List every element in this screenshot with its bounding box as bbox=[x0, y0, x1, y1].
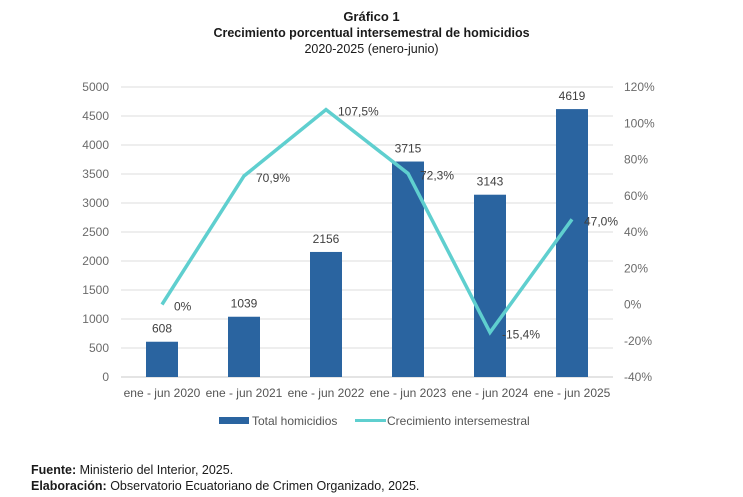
right-tick-label: 40% bbox=[624, 225, 648, 239]
bar-data-label: 3143 bbox=[477, 175, 504, 189]
left-tick-label: 2500 bbox=[82, 225, 109, 239]
left-axis-ticks: 0 500 1000 1500 2000 2500 3000 3500 4000 4500 5000 bbox=[82, 80, 109, 384]
legend-label-total-homicidios: Total homicidios bbox=[252, 414, 337, 428]
x-category-label: ene - jun 2025 bbox=[534, 386, 611, 400]
x-category-label: ene - jun 2024 bbox=[452, 386, 529, 400]
bar bbox=[146, 341, 178, 377]
bar-series-total-homicidios bbox=[146, 109, 588, 378]
bar bbox=[556, 109, 588, 378]
bar bbox=[310, 251, 342, 377]
line-data-label: 47,0% bbox=[584, 214, 618, 228]
credit-line: Elaboración: Observatorio Ecuatoriano de… bbox=[31, 478, 419, 494]
left-tick-label: 5000 bbox=[82, 80, 109, 94]
bar-data-labels: 608 1039 2156 3715 3143 4619 bbox=[152, 89, 586, 336]
left-tick-label: 1500 bbox=[82, 283, 109, 297]
right-tick-label: 100% bbox=[624, 116, 655, 130]
bar-data-label: 3715 bbox=[395, 142, 422, 156]
line-data-label: -15,4% bbox=[502, 327, 540, 341]
x-category-label: ene - jun 2021 bbox=[206, 386, 283, 400]
legend-bar-swatch bbox=[219, 417, 249, 424]
bar-data-label: 1039 bbox=[231, 297, 258, 311]
left-tick-label: 0 bbox=[102, 370, 109, 384]
line-series-crecimiento bbox=[160, 107, 574, 336]
right-tick-label: -40% bbox=[624, 370, 652, 384]
line-data-label: 0% bbox=[174, 300, 192, 314]
legend: Total homicidios Crecimiento intersemestr… bbox=[219, 414, 530, 428]
gridlines bbox=[121, 86, 613, 378]
x-category-label: ene - jun 2023 bbox=[370, 386, 447, 400]
bar bbox=[228, 316, 260, 377]
right-axis-ticks: -40% -20% 0% 20% 40% 60% 80% 100% 120% bbox=[624, 80, 655, 384]
left-tick-label: 3000 bbox=[82, 196, 109, 210]
right-tick-label: 120% bbox=[624, 80, 655, 94]
bar-data-label: 4619 bbox=[559, 89, 586, 103]
left-tick-label: 2000 bbox=[82, 254, 109, 268]
right-tick-label: 20% bbox=[624, 261, 648, 275]
line-data-label: 72,3% bbox=[420, 168, 454, 182]
left-tick-label: 4000 bbox=[82, 138, 109, 152]
left-tick-label: 500 bbox=[89, 341, 109, 355]
right-tick-label: 0% bbox=[624, 298, 642, 312]
bar-data-label: 608 bbox=[152, 322, 172, 336]
bar bbox=[474, 194, 506, 377]
bar-data-label: 2156 bbox=[313, 232, 340, 246]
chart-title: Crecimiento porcentual intersemestral de… bbox=[213, 26, 530, 40]
chart-subtitle: 2020-2025 (enero-junio) bbox=[304, 42, 439, 56]
source-label: Fuente: bbox=[31, 463, 77, 477]
line-data-labels: 0% 70,9% 107,5% 72,3% -15,4% 47,0% bbox=[174, 105, 618, 342]
line-data-label: 70,9% bbox=[256, 171, 290, 185]
line-data-label: 107,5% bbox=[338, 105, 379, 119]
credit-text: Observatorio Ecuatoriano de Crimen Organ… bbox=[106, 479, 420, 493]
source-text: Ministerio del Interior, 2025. bbox=[76, 463, 234, 477]
left-tick-label: 1000 bbox=[82, 312, 109, 326]
right-tick-label: 60% bbox=[624, 189, 648, 203]
right-tick-label: -20% bbox=[624, 334, 652, 348]
right-tick-label: 80% bbox=[624, 153, 648, 167]
growth-line bbox=[160, 107, 574, 336]
x-axis-category-labels: ene - jun 2020 ene - jun 2021 ene - jun 20… bbox=[124, 386, 611, 400]
x-category-label: ene - jun 2022 bbox=[288, 386, 365, 400]
x-category-label: ene - jun 2020 bbox=[124, 386, 201, 400]
left-tick-label: 4500 bbox=[82, 109, 109, 123]
left-tick-label: 3500 bbox=[82, 167, 109, 181]
figure-number: Gráfico 1 bbox=[343, 9, 400, 24]
chart-header: Gráfico 1 Crecimiento porcentual interse… bbox=[0, 9, 743, 57]
footer: Fuente: Ministerio del Interior, 2025. E… bbox=[31, 462, 419, 494]
legend-label-crecimiento: Crecimiento intersemestral bbox=[387, 414, 530, 428]
credit-label: Elaboración: bbox=[31, 479, 107, 493]
source-line: Fuente: Ministerio del Interior, 2025. bbox=[31, 462, 419, 478]
